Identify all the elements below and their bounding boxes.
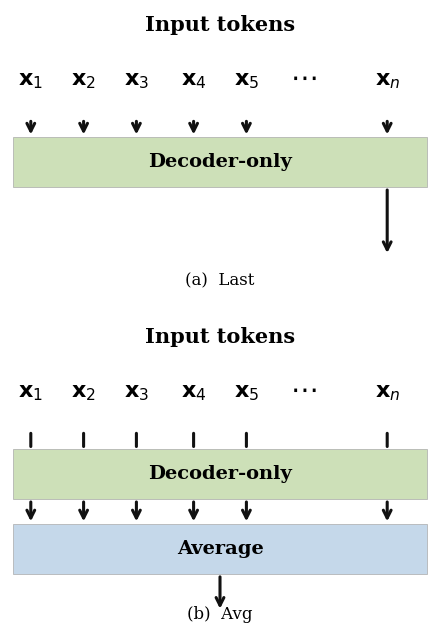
Text: $\mathbf{x}_{n}$: $\mathbf{x}_{n}$ xyxy=(374,71,400,91)
Bar xyxy=(13,137,427,187)
Text: $\mathbf{x}_{1}$: $\mathbf{x}_{1}$ xyxy=(18,383,43,403)
Text: $\mathbf{x}_{5}$: $\mathbf{x}_{5}$ xyxy=(234,383,259,403)
Bar xyxy=(13,524,427,574)
Text: $\mathbf{x}_{n}$: $\mathbf{x}_{n}$ xyxy=(374,383,400,403)
Text: (b)  Avg: (b) Avg xyxy=(187,606,253,623)
Text: Decoder-only: Decoder-only xyxy=(148,154,292,171)
Text: $\mathbf{x}_{4}$: $\mathbf{x}_{4}$ xyxy=(181,383,206,403)
Text: $\mathbf{x}_{2}$: $\mathbf{x}_{2}$ xyxy=(71,383,96,403)
Text: $\mathbf{x}_{2}$: $\mathbf{x}_{2}$ xyxy=(71,71,96,91)
Text: Input tokens: Input tokens xyxy=(145,327,295,347)
Text: $\mathbf{x}_{1}$: $\mathbf{x}_{1}$ xyxy=(18,71,43,91)
Text: $\mathbf{x}_{4}$: $\mathbf{x}_{4}$ xyxy=(181,71,206,91)
Text: $\mathbf{x}_{3}$: $\mathbf{x}_{3}$ xyxy=(124,71,149,91)
Bar xyxy=(13,449,427,499)
Text: $\mathbf{x}_{5}$: $\mathbf{x}_{5}$ xyxy=(234,71,259,91)
Text: Decoder-only: Decoder-only xyxy=(148,466,292,483)
Text: Average: Average xyxy=(176,540,264,558)
Text: Input tokens: Input tokens xyxy=(145,15,295,35)
Text: $\mathbf{x}_{3}$: $\mathbf{x}_{3}$ xyxy=(124,383,149,403)
Text: (a)  Last: (a) Last xyxy=(185,272,255,290)
Text: $\cdots$: $\cdots$ xyxy=(290,376,317,404)
Text: $\cdots$: $\cdots$ xyxy=(290,64,317,92)
